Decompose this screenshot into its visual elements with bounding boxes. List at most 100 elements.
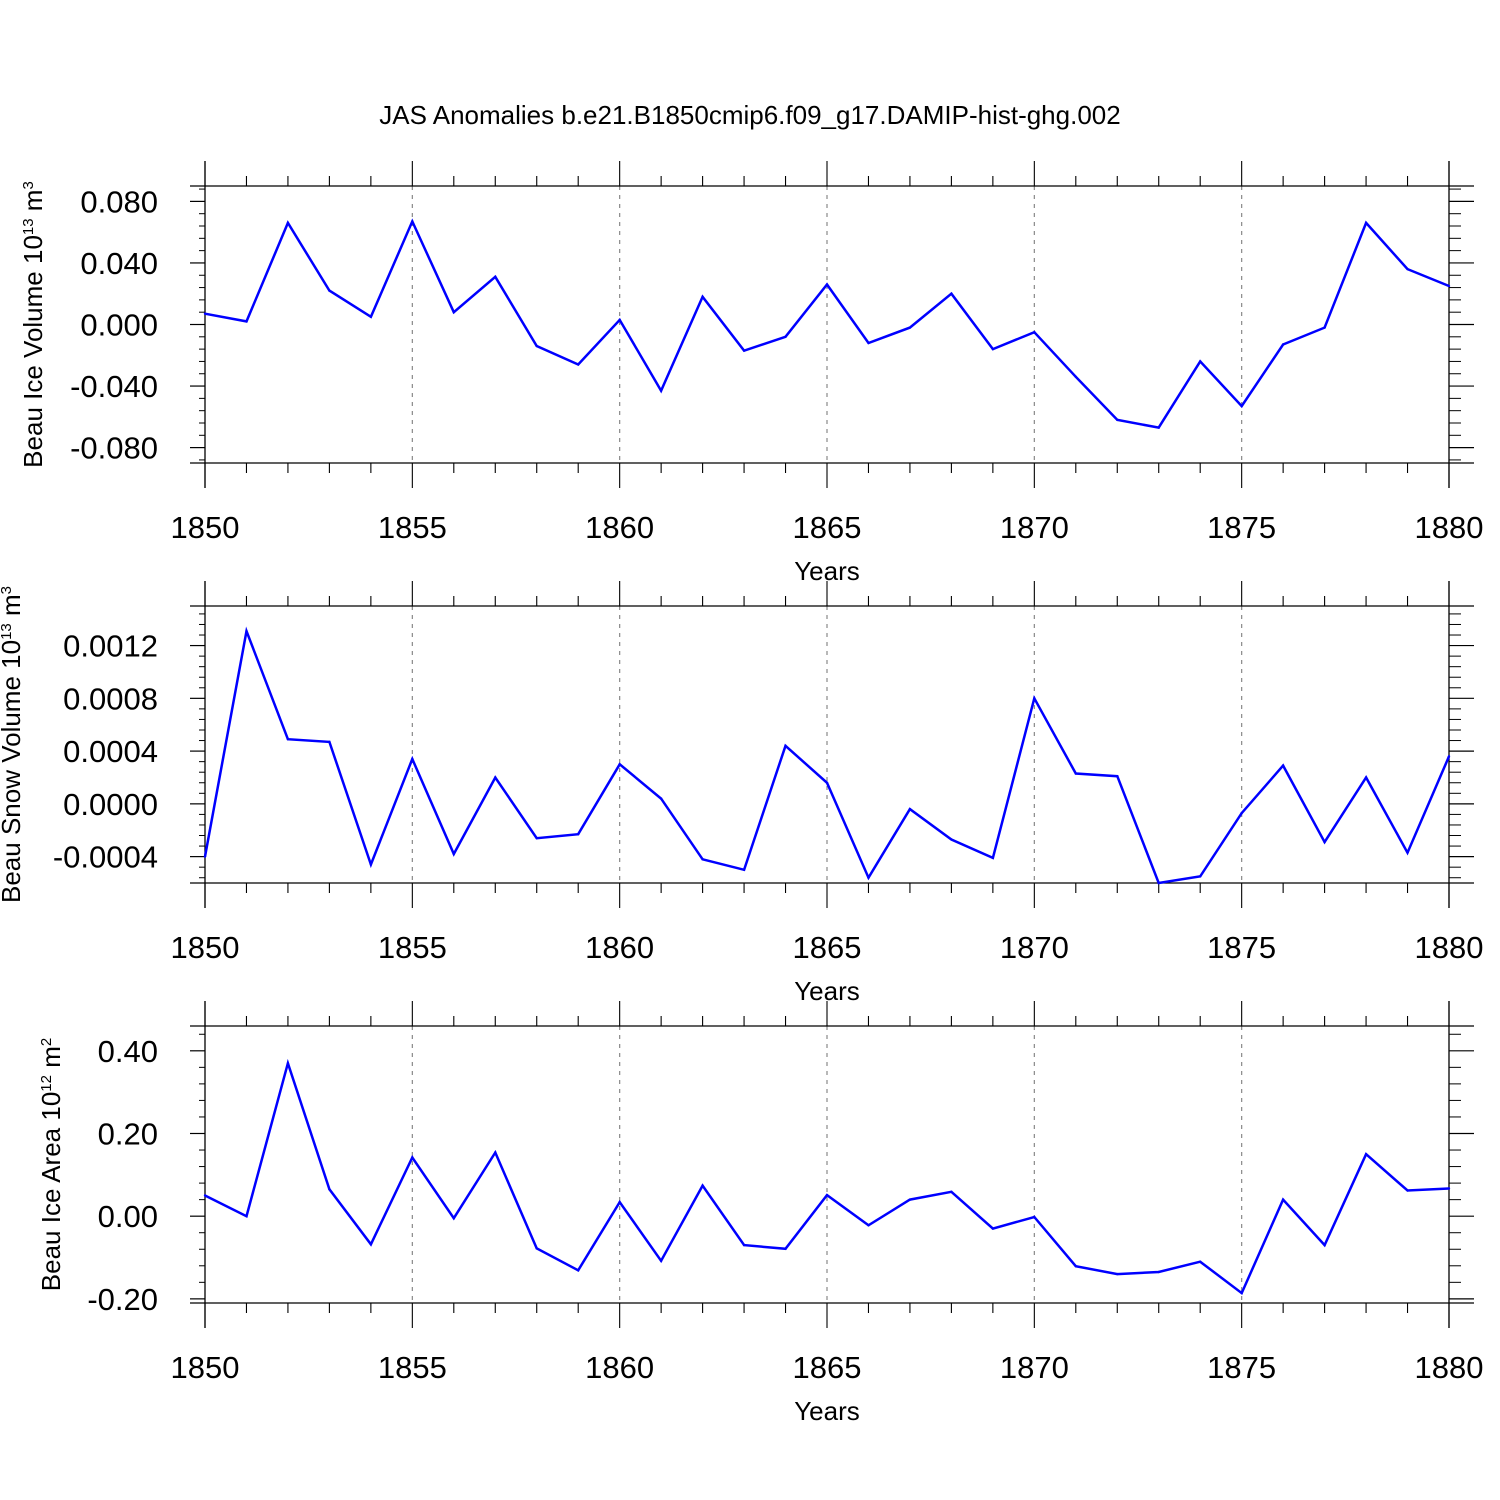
data-point bbox=[784, 744, 787, 748]
data-point bbox=[369, 1243, 373, 1246]
data-point bbox=[1199, 875, 1202, 878]
x-tick-label: 1865 bbox=[793, 930, 862, 965]
x-tick-label: 1870 bbox=[1000, 930, 1069, 965]
y-axis-label-text: Beau Ice Area 10 bbox=[36, 1092, 66, 1291]
data-point bbox=[328, 289, 331, 292]
y-axis-label: Beau Snow Volume 1013 m3 bbox=[0, 586, 26, 903]
data-point bbox=[1364, 221, 1368, 225]
data-point bbox=[203, 312, 207, 315]
data-point bbox=[452, 852, 455, 856]
data-point bbox=[991, 856, 995, 860]
data-point bbox=[1240, 1291, 1243, 1295]
data-point bbox=[1116, 774, 1119, 778]
chart-panel-2: 1850 1855 1860 1865 1870 1875 1880 -0.0004 0.000… bbox=[0, 581, 1483, 1006]
data-point bbox=[452, 310, 455, 314]
chart-title: JAS Anomalies b.e21.B1850cmip6.f09_g17.D… bbox=[379, 100, 1120, 130]
x-tick-label: 1865 bbox=[793, 510, 862, 545]
data-point bbox=[825, 781, 829, 784]
data-point bbox=[494, 1151, 497, 1154]
y-tick-label: 0.20 bbox=[98, 1116, 158, 1151]
data-point bbox=[908, 1198, 912, 1201]
data-point bbox=[328, 1188, 331, 1191]
data-point bbox=[245, 320, 248, 323]
data-point bbox=[950, 1190, 953, 1193]
data-point bbox=[1447, 1187, 1451, 1190]
data-point bbox=[908, 807, 912, 811]
data-point bbox=[1281, 764, 1285, 767]
x-axis-label: Years bbox=[794, 1396, 860, 1426]
data-point bbox=[659, 797, 663, 800]
y-axis-label: Beau Ice Volume 1013 m3 bbox=[18, 181, 48, 468]
x-tick-label: 1875 bbox=[1207, 930, 1276, 965]
y-tick-label: -0.0004 bbox=[53, 840, 158, 875]
y-axis-label-unit: m bbox=[18, 190, 48, 219]
data-point bbox=[659, 1259, 663, 1263]
data-point bbox=[1199, 1260, 1202, 1263]
data-point bbox=[1074, 1265, 1078, 1268]
data-point bbox=[1157, 881, 1160, 885]
y-axis-label-unit: m bbox=[36, 1046, 66, 1075]
y-axis-label-unit-exponent: 3 bbox=[0, 586, 15, 594]
data-series-line bbox=[203, 626, 1451, 885]
y-tick-label: 0.080 bbox=[80, 184, 158, 219]
x-tick-label: 1880 bbox=[1415, 930, 1484, 965]
data-point bbox=[1323, 326, 1326, 329]
data-point bbox=[742, 868, 746, 872]
data-point bbox=[659, 389, 663, 392]
data-point bbox=[328, 740, 331, 744]
x-tick-label: 1860 bbox=[585, 1350, 654, 1385]
y-axis-label-exponent: 13 bbox=[20, 218, 37, 235]
data-point bbox=[1240, 811, 1243, 815]
data-point bbox=[1157, 1270, 1160, 1274]
y-tick-label: -0.080 bbox=[70, 431, 158, 466]
data-point bbox=[867, 1224, 870, 1227]
data-point bbox=[1323, 840, 1326, 844]
y-tick-label: 0.40 bbox=[98, 1034, 158, 1069]
data-point bbox=[1281, 1198, 1285, 1201]
data-point bbox=[825, 283, 829, 286]
x-tick-label: 1880 bbox=[1415, 1350, 1484, 1385]
data-point bbox=[1116, 418, 1119, 422]
x-tick-label: 1850 bbox=[171, 930, 240, 965]
data-point bbox=[742, 1243, 746, 1247]
x-tick-label: 1850 bbox=[171, 510, 240, 545]
chart-panel-3: 1850 1855 1860 1865 1870 1875 1880 -0.20 0.00 0.2… bbox=[36, 1001, 1483, 1426]
data-point bbox=[1281, 343, 1285, 346]
data-point bbox=[784, 335, 787, 339]
data-point bbox=[991, 347, 995, 351]
data-point bbox=[1406, 1189, 1409, 1192]
x-tick-label: 1855 bbox=[378, 1350, 447, 1385]
data-point bbox=[950, 292, 953, 295]
data-point bbox=[1199, 360, 1202, 363]
data-point bbox=[701, 1184, 704, 1187]
data-point bbox=[784, 1247, 787, 1251]
y-tick-label: 0.0004 bbox=[63, 734, 158, 769]
data-point bbox=[535, 836, 538, 840]
data-point bbox=[1074, 772, 1078, 775]
data-point bbox=[701, 858, 704, 861]
y-tick-label: 0.0008 bbox=[63, 681, 158, 716]
data-point bbox=[1116, 1272, 1119, 1276]
x-tick-label: 1855 bbox=[378, 930, 447, 965]
data-point bbox=[1074, 375, 1078, 379]
data-point bbox=[245, 629, 248, 633]
data-point bbox=[618, 1200, 621, 1204]
data-point bbox=[535, 1247, 538, 1250]
x-tick-label: 1875 bbox=[1207, 510, 1276, 545]
x-tick-label: 1870 bbox=[1000, 1350, 1069, 1385]
y-axis-label-exponent: 12 bbox=[38, 1075, 55, 1092]
data-point bbox=[1364, 1152, 1368, 1156]
data-point bbox=[494, 275, 497, 278]
x-tick-label: 1880 bbox=[1415, 510, 1484, 545]
x-tick-label: 1870 bbox=[1000, 510, 1069, 545]
x-tick-label: 1855 bbox=[378, 510, 447, 545]
y-tick-label: 0.0000 bbox=[63, 787, 158, 822]
x-tick-label: 1865 bbox=[793, 1350, 862, 1385]
data-point bbox=[411, 220, 414, 223]
data-point bbox=[245, 1214, 248, 1218]
y-axis-label-unit-exponent: 2 bbox=[38, 1038, 55, 1046]
data-point bbox=[867, 876, 870, 879]
x-tick-label: 1850 bbox=[171, 1350, 240, 1385]
y-axis-label-text: Beau Snow Volume 10 bbox=[0, 640, 26, 903]
